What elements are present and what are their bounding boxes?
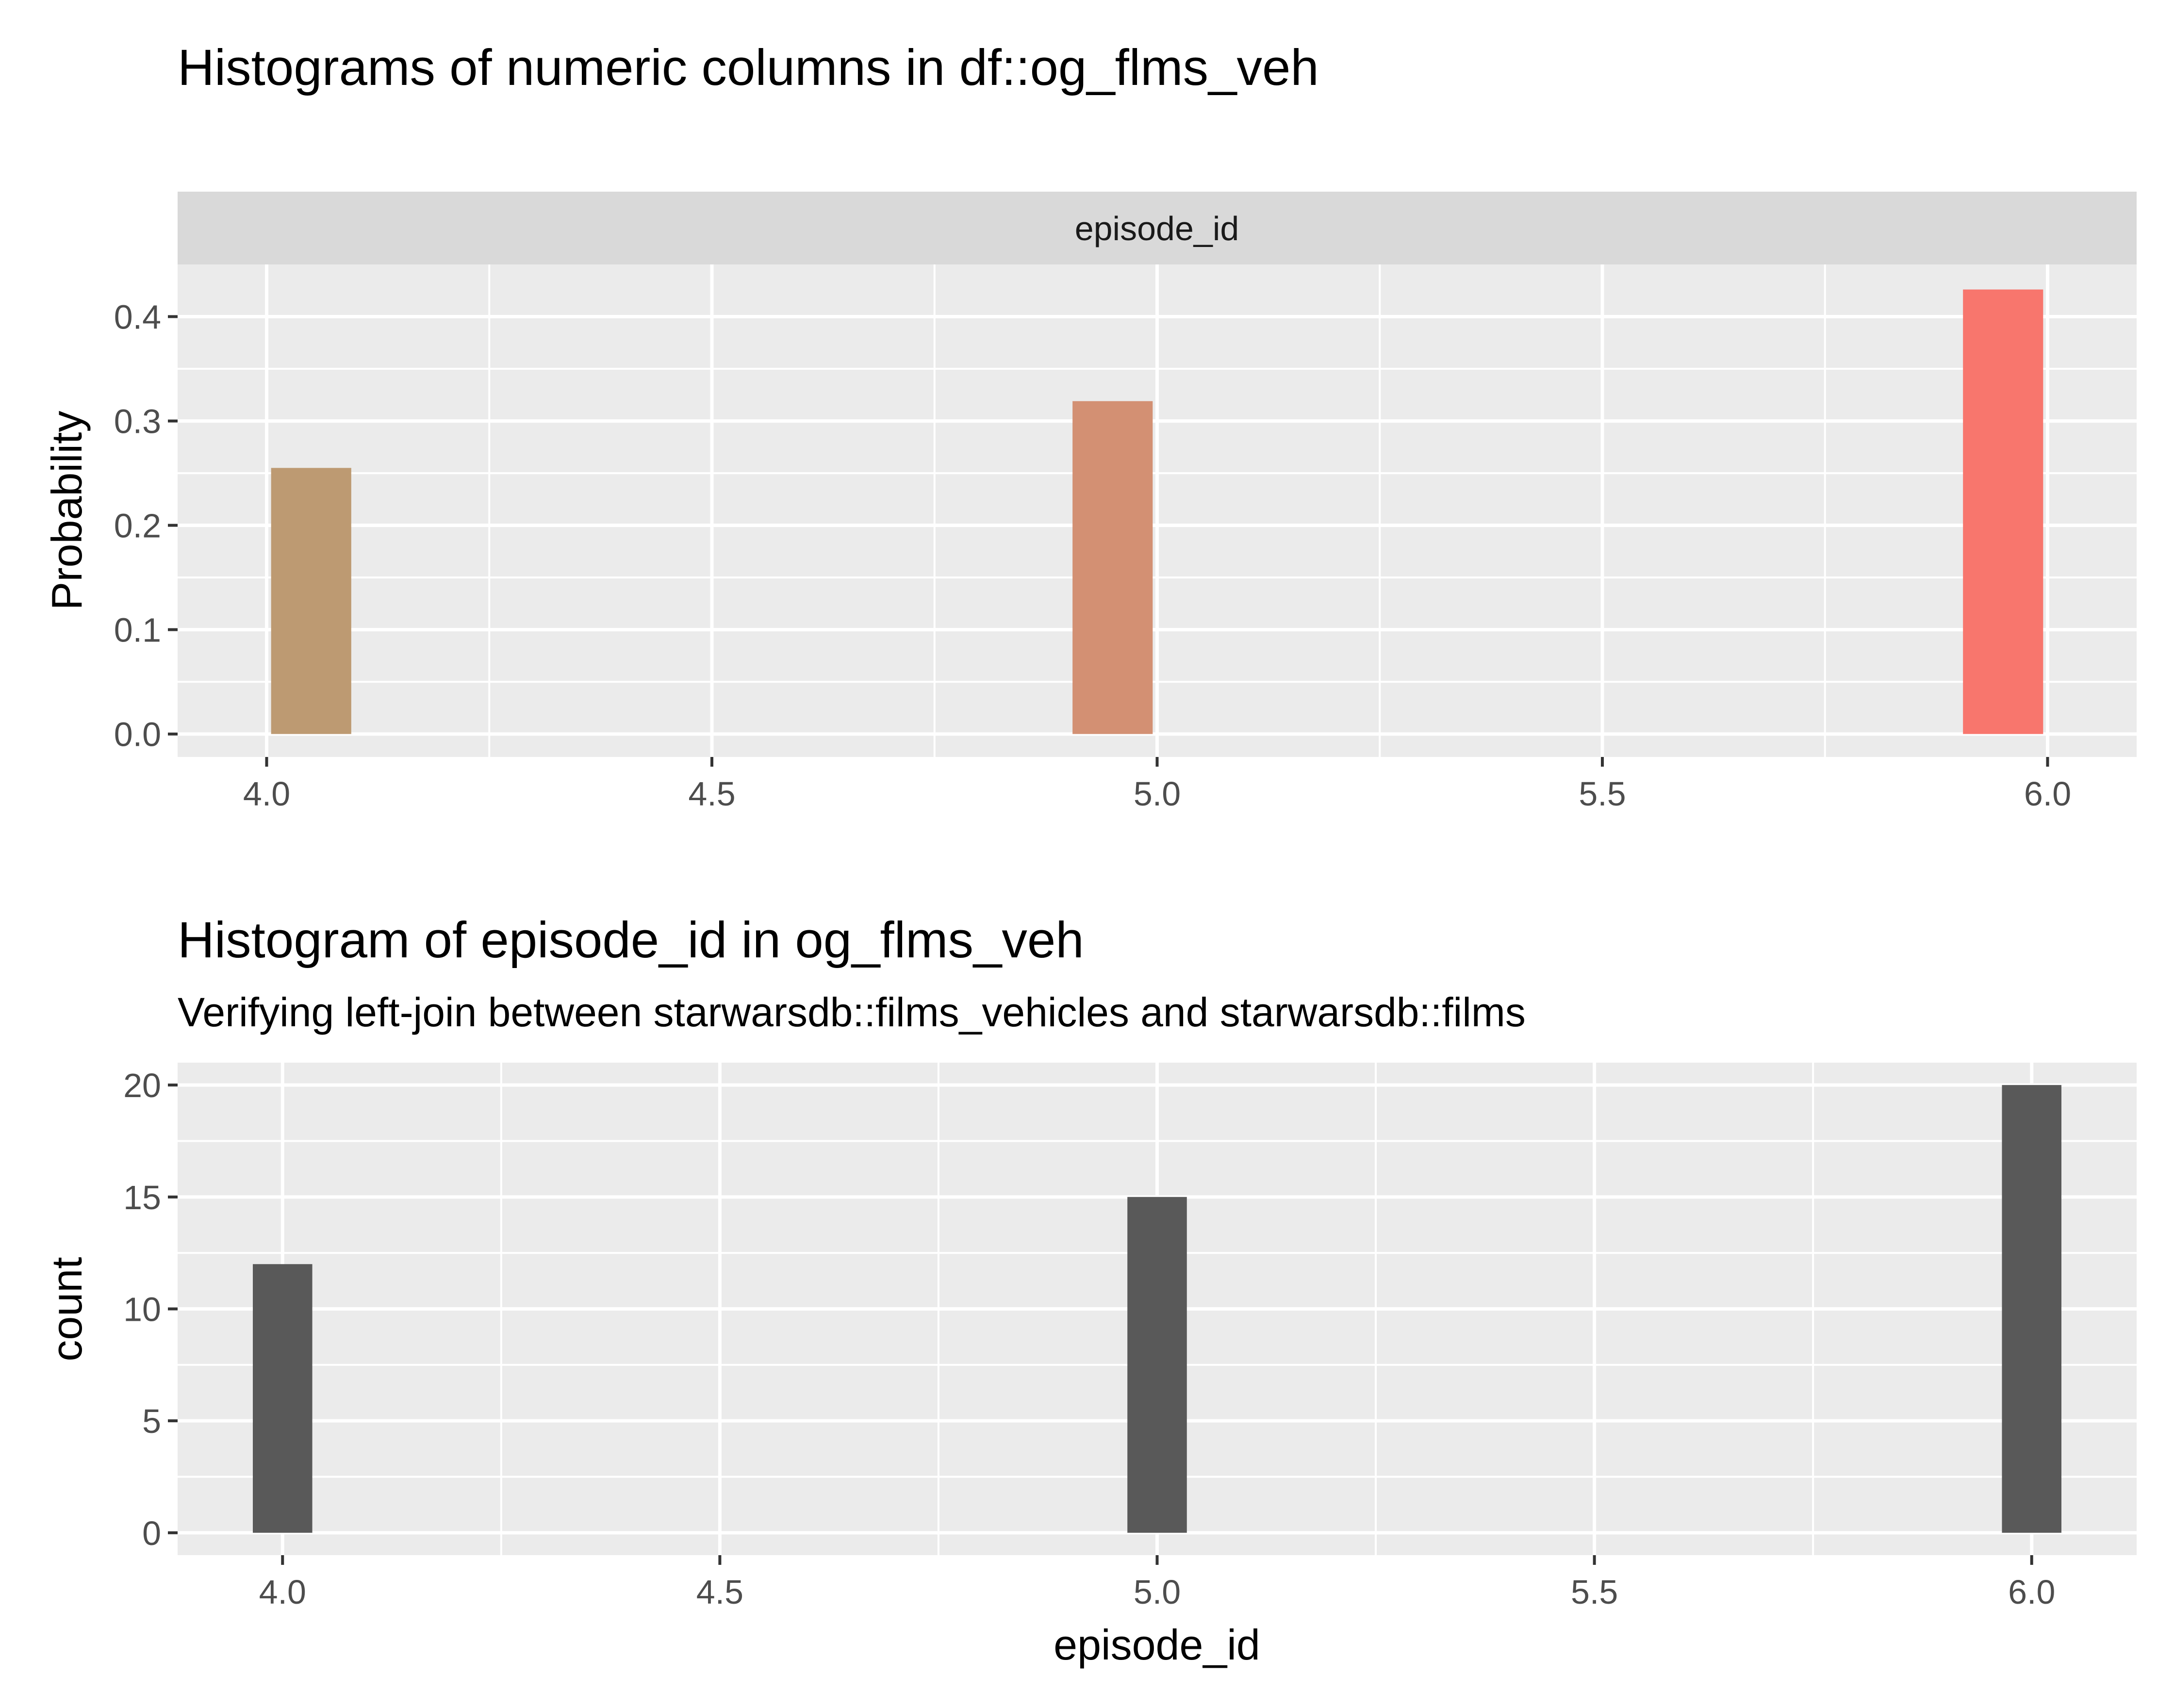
- x-tick-label: 5.5: [1571, 1573, 1618, 1611]
- y-tick-label: 0.4: [114, 298, 161, 336]
- chart-2-title: Histogram of episode_id in og_flms_veh: [178, 912, 1084, 969]
- histogram-bar: [1963, 289, 2043, 734]
- chart-1-axes: 4.0 4.5 5.0 5.5 6.0 0.0 0.1 0.2 0.3 0.4: [114, 298, 2071, 813]
- x-tick-label: 4.0: [243, 775, 290, 813]
- chart-2-axes: 4.0 4.5 5.0 5.5 6.0 0 5 10 15 20: [123, 1067, 2055, 1611]
- histogram-bar: [1072, 401, 1153, 734]
- chart-2-y-axis-title: count: [43, 1257, 91, 1361]
- y-tick-label: 0.0: [114, 716, 161, 754]
- x-tick-label: 5.0: [1134, 1573, 1181, 1611]
- y-tick-label: 15: [123, 1179, 161, 1216]
- histogram-bar: [271, 468, 351, 734]
- chart-1-title: Histograms of numeric columns in df::og_…: [178, 39, 1319, 96]
- histogram-bar: [2002, 1085, 2062, 1533]
- x-tick-label: 4.5: [696, 1573, 743, 1611]
- x-tick-label: 4.0: [259, 1573, 306, 1611]
- chart-2-x-axis-title: episode_id: [1054, 1621, 1260, 1669]
- histogram-bar: [1127, 1197, 1187, 1533]
- histogram-bar: [252, 1264, 313, 1533]
- x-tick-label: 4.5: [688, 775, 735, 813]
- y-tick-label: 0: [142, 1514, 161, 1552]
- y-tick-label: 20: [123, 1067, 161, 1104]
- x-tick-label: 6.0: [2024, 775, 2071, 813]
- x-tick-label: 5.0: [1134, 775, 1181, 813]
- y-tick-label: 5: [142, 1402, 161, 1440]
- chart-1-facet-label: episode_id: [1075, 210, 1239, 247]
- chart-1-bars: [271, 289, 2043, 734]
- chart-2-bars: [252, 1085, 2062, 1533]
- y-tick-label: 10: [123, 1291, 161, 1329]
- chart-1-y-axis-title: Probability: [43, 411, 91, 610]
- x-tick-label: 6.0: [2008, 1573, 2055, 1611]
- y-tick-label: 0.2: [114, 507, 161, 545]
- x-tick-label: 5.5: [1579, 775, 1626, 813]
- chart-2-subtitle: Verifying left-join between starwarsdb::…: [178, 989, 1526, 1035]
- chart-1-facet-strip: [178, 192, 2137, 264]
- chart-1-gridlines: [178, 264, 2137, 757]
- y-tick-label: 0.1: [114, 611, 161, 649]
- y-tick-label: 0.3: [114, 403, 161, 441]
